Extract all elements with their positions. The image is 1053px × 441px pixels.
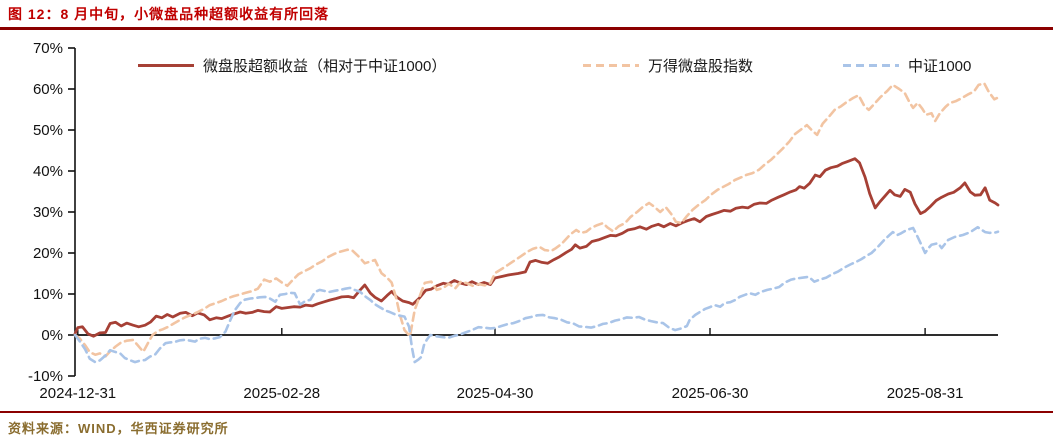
- x-tick-label: 2025-06-30: [672, 385, 749, 402]
- y-tick-label: 60%: [33, 81, 63, 98]
- x-tick-label: 2025-08-31: [887, 385, 964, 402]
- y-tick-label: 50%: [33, 122, 63, 139]
- legend-label-excess-return: 微盘股超额收益（相对于中证1000）: [203, 57, 447, 75]
- y-tick-label: 40%: [33, 163, 63, 180]
- legend-label-wind-microcap-index: 万得微盘股指数: [648, 57, 754, 75]
- legend-item-csi1000: 中证1000: [843, 54, 971, 76]
- legend-item-excess-return: 微盘股超额收益（相对于中证1000）: [138, 54, 446, 76]
- y-tick-label: 70%: [33, 40, 63, 57]
- title-divider: [0, 27, 1053, 30]
- series-line-0: [73, 157, 1000, 338]
- x-tick-label: 2025-04-30: [457, 385, 534, 402]
- y-tick-label: 0%: [41, 327, 63, 344]
- y-tick-label: 10%: [33, 286, 63, 303]
- x-tick-label: 2024-12-31: [39, 385, 116, 402]
- y-tick-label: -10%: [28, 368, 63, 385]
- x-tick-label: 2025-02-28: [243, 385, 320, 402]
- y-tick-label: 20%: [33, 245, 63, 262]
- chart-legend: 微盘股超额收益（相对于中证1000） 万得微盘股指数 中证1000: [0, 54, 1053, 76]
- legend-label-csi1000: 中证1000: [908, 57, 972, 75]
- source-divider: [0, 411, 1053, 413]
- legend-solid-line-swatch: [138, 63, 194, 67]
- series-line-2: [73, 225, 1000, 364]
- legend-item-wind-microcap-index: 万得微盘股指数: [583, 54, 753, 76]
- legend-dashed-line-swatch: [583, 63, 639, 67]
- figure-title: 图 12：8 月中旬，小微盘品种超额收益有所回落: [8, 6, 330, 22]
- series-line-1: [73, 82, 1000, 358]
- legend-dashed-line-swatch: [843, 63, 899, 67]
- y-tick-label: 30%: [33, 204, 63, 221]
- source-note: 资料来源：WIND，华西证券研究所: [8, 421, 229, 436]
